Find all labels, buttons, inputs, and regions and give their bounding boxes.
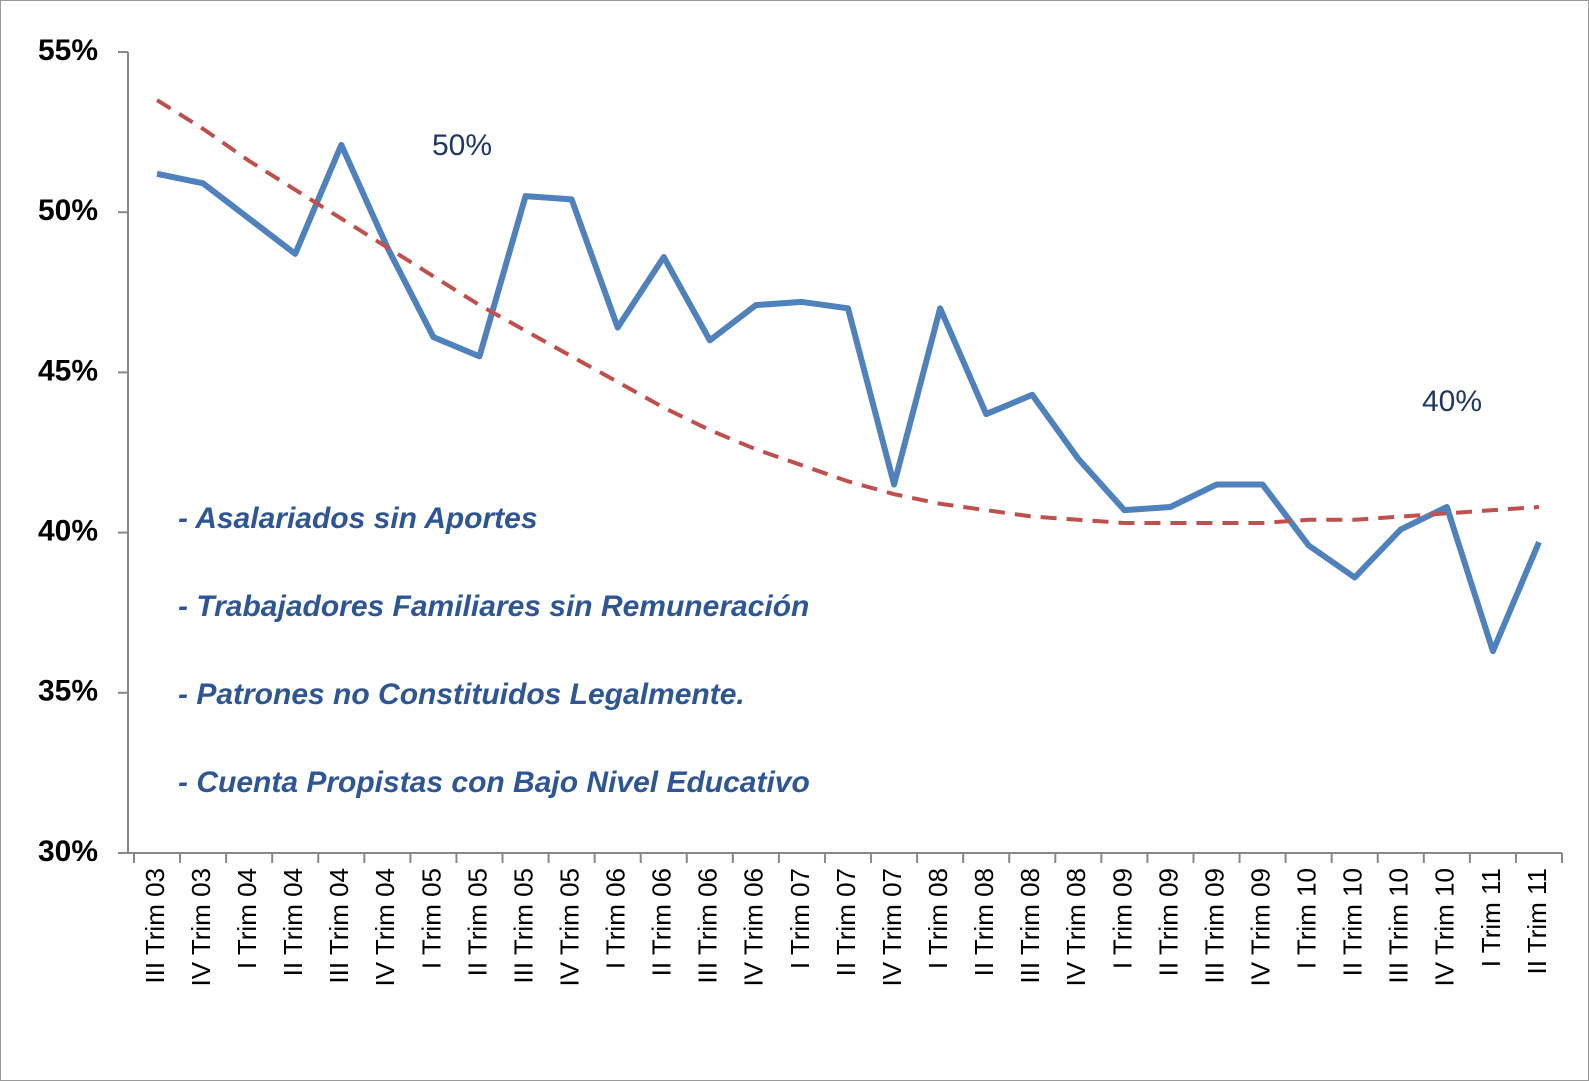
x-tick-label: IV Trim 10 bbox=[1430, 868, 1460, 986]
y-tick-label: 35% bbox=[38, 675, 98, 708]
note: - Asalariados sin Aportes bbox=[178, 502, 538, 535]
x-tick-label: II Trim 07 bbox=[831, 868, 861, 976]
x-tick-label: IV Trim 08 bbox=[1061, 868, 1091, 986]
x-tick-label: I Trim 11 bbox=[1476, 868, 1506, 967]
y-tick-label: 40% bbox=[38, 515, 98, 548]
x-tick-label: I Trim 07 bbox=[785, 868, 815, 969]
x-tick-label: IV Trim 04 bbox=[370, 868, 400, 986]
x-tick-label: III Trim 08 bbox=[1015, 868, 1045, 984]
x-tick-label: II Trim 10 bbox=[1338, 868, 1368, 976]
x-tick-label: I Trim 06 bbox=[601, 868, 631, 969]
y-tick-label: 50% bbox=[38, 194, 98, 227]
y-tick-label: 55% bbox=[38, 34, 98, 67]
x-tick-label: III Trim 06 bbox=[693, 868, 723, 984]
x-tick-label: III Trim 03 bbox=[140, 868, 170, 984]
x-tick-label: II Trim 06 bbox=[647, 868, 677, 976]
x-tick-label: IV Trim 07 bbox=[877, 868, 907, 986]
x-tick-label: III Trim 10 bbox=[1384, 868, 1414, 984]
x-tick-label: I Trim 08 bbox=[923, 868, 953, 969]
note: - Patrones no Constituidos Legalmente. bbox=[178, 678, 745, 711]
x-tick-label: II Trim 09 bbox=[1153, 868, 1183, 976]
annotation: 50% bbox=[432, 129, 492, 162]
x-tick-label: IV Trim 09 bbox=[1245, 868, 1275, 986]
x-tick-label: I Trim 10 bbox=[1292, 868, 1322, 969]
note: - Trabajadores Familiares sin Remuneraci… bbox=[178, 590, 809, 623]
x-tick-label: III Trim 04 bbox=[324, 868, 354, 984]
note: - Cuenta Propistas con Bajo Nivel Educat… bbox=[178, 766, 810, 799]
x-tick-label: II Trim 08 bbox=[969, 868, 999, 976]
x-tick-label: I Trim 09 bbox=[1107, 868, 1137, 969]
x-tick-label: I Trim 05 bbox=[416, 868, 446, 969]
x-tick-label: IV Trim 03 bbox=[186, 868, 216, 986]
annotation: 40% bbox=[1422, 385, 1482, 418]
x-tick-label: III Trim 05 bbox=[508, 868, 538, 984]
x-tick-label: II Trim 04 bbox=[278, 868, 308, 976]
x-tick-label: IV Trim 05 bbox=[554, 868, 584, 986]
x-tick-label: III Trim 09 bbox=[1199, 868, 1229, 984]
x-tick-label: II Trim 11 bbox=[1522, 868, 1552, 974]
x-tick-label: I Trim 04 bbox=[232, 868, 262, 969]
x-tick-label: IV Trim 06 bbox=[739, 868, 769, 986]
y-tick-label: 45% bbox=[38, 354, 98, 387]
y-tick-label: 30% bbox=[38, 835, 98, 868]
trend-line bbox=[155, 98, 1540, 525]
x-tick-label: II Trim 05 bbox=[462, 868, 492, 976]
